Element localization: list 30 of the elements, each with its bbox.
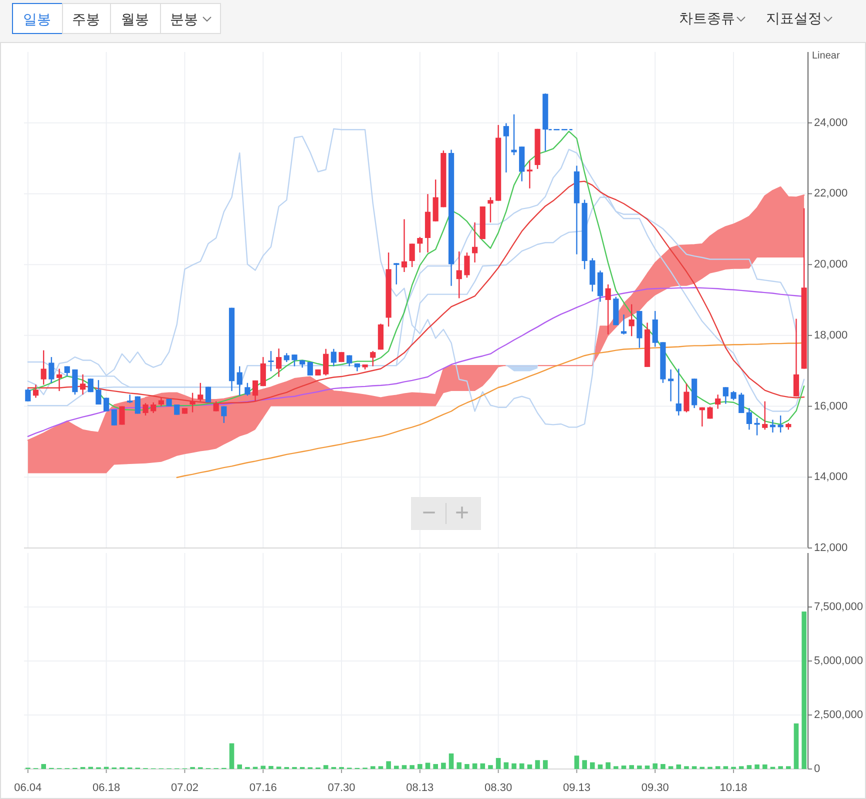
y-tick-label: 24,000 [814, 116, 848, 129]
x-tick-label: 09.13 [562, 782, 590, 794]
annotation: + [454, 500, 470, 526]
y-tick-label: 7,500,000 [814, 601, 863, 613]
x-tick-label: 06.04 [14, 782, 42, 794]
x-tick-label: 06.18 [92, 782, 120, 794]
text: 일봉 [23, 11, 51, 27]
x-tick-label: 07.02 [170, 782, 198, 794]
text: 주봉 [72, 11, 100, 27]
x-tick-label: 07.16 [249, 782, 277, 794]
y-tick-label: 14,000 [814, 471, 848, 484]
text: Linear [812, 50, 840, 62]
x-tick-label: 09.30 [641, 782, 669, 794]
text: 분봉 [170, 11, 198, 27]
x-tick-label: 07.30 [328, 782, 356, 794]
text: 차트종류 [679, 10, 735, 26]
y-tick-label: 20,000 [814, 258, 848, 271]
text: 지표설정 [766, 10, 822, 26]
y-tick-label: 18,000 [814, 329, 848, 342]
y-tick-label: 12,000 [814, 542, 848, 554]
text: 월봉 [121, 11, 149, 27]
y-tick-label: 0 [814, 763, 820, 775]
x-tick-label: 08.13 [406, 782, 434, 794]
y-tick-label: 22,000 [814, 188, 848, 200]
y-tick-label: 5,000,000 [814, 655, 863, 667]
y-tick-label: 16,000 [814, 400, 848, 412]
y-tick-label: 2,500,000 [814, 709, 863, 721]
x-tick-label: 08.30 [484, 782, 512, 794]
x-tick-label: 10.18 [720, 782, 748, 794]
annotation: − [422, 500, 436, 526]
